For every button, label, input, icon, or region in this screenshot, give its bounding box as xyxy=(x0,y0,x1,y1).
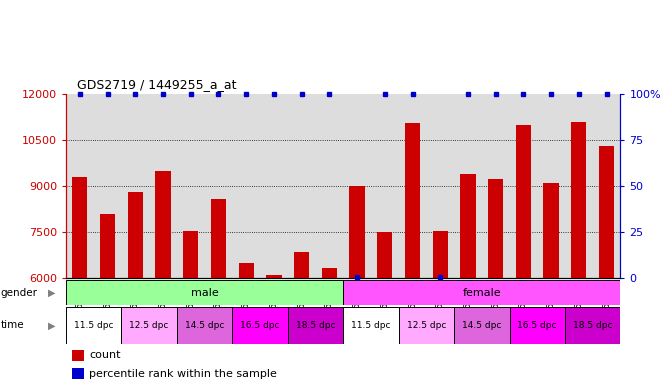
Text: 12.5 dpc: 12.5 dpc xyxy=(407,321,446,330)
Text: time: time xyxy=(1,320,24,331)
Bar xyxy=(183,231,199,278)
Bar xyxy=(343,280,620,305)
Text: gender: gender xyxy=(1,288,38,298)
Text: GDS2719 / 1449255_a_at: GDS2719 / 1449255_a_at xyxy=(77,78,236,91)
Bar xyxy=(599,146,614,278)
Bar xyxy=(294,252,310,278)
Bar xyxy=(238,263,254,278)
Bar xyxy=(377,232,393,278)
Bar xyxy=(399,307,454,344)
Text: 16.5 dpc: 16.5 dpc xyxy=(240,321,280,330)
Bar xyxy=(321,268,337,278)
Bar xyxy=(288,307,343,344)
Text: percentile rank within the sample: percentile rank within the sample xyxy=(89,369,277,379)
Bar xyxy=(177,307,232,344)
Bar xyxy=(488,179,504,278)
Bar xyxy=(121,307,177,344)
Bar xyxy=(343,307,399,344)
Bar xyxy=(565,307,620,344)
Text: 11.5 dpc: 11.5 dpc xyxy=(74,321,114,330)
Text: female: female xyxy=(463,288,501,298)
Bar xyxy=(66,280,343,305)
Text: count: count xyxy=(89,351,121,361)
Bar xyxy=(571,122,587,278)
Text: 16.5 dpc: 16.5 dpc xyxy=(517,321,557,330)
Bar xyxy=(543,183,559,278)
Bar xyxy=(100,214,116,278)
Bar xyxy=(405,123,420,278)
Text: 18.5 dpc: 18.5 dpc xyxy=(296,321,335,330)
Bar xyxy=(232,307,288,344)
Text: ▶: ▶ xyxy=(48,288,55,298)
Bar xyxy=(432,231,448,278)
Bar xyxy=(71,368,84,379)
Text: ▶: ▶ xyxy=(48,320,55,331)
Bar xyxy=(71,350,84,361)
Bar xyxy=(155,171,171,278)
Bar xyxy=(211,199,226,278)
Bar xyxy=(454,307,510,344)
Bar xyxy=(72,177,88,278)
Bar xyxy=(349,186,365,278)
Text: male: male xyxy=(191,288,218,298)
Bar xyxy=(510,307,565,344)
Bar xyxy=(66,307,121,344)
Text: 12.5 dpc: 12.5 dpc xyxy=(129,321,169,330)
Text: 14.5 dpc: 14.5 dpc xyxy=(462,321,502,330)
Text: 11.5 dpc: 11.5 dpc xyxy=(351,321,391,330)
Bar xyxy=(266,275,282,278)
Text: 18.5 dpc: 18.5 dpc xyxy=(573,321,612,330)
Text: 14.5 dpc: 14.5 dpc xyxy=(185,321,224,330)
Bar xyxy=(127,192,143,278)
Bar xyxy=(460,174,476,278)
Bar xyxy=(515,125,531,278)
